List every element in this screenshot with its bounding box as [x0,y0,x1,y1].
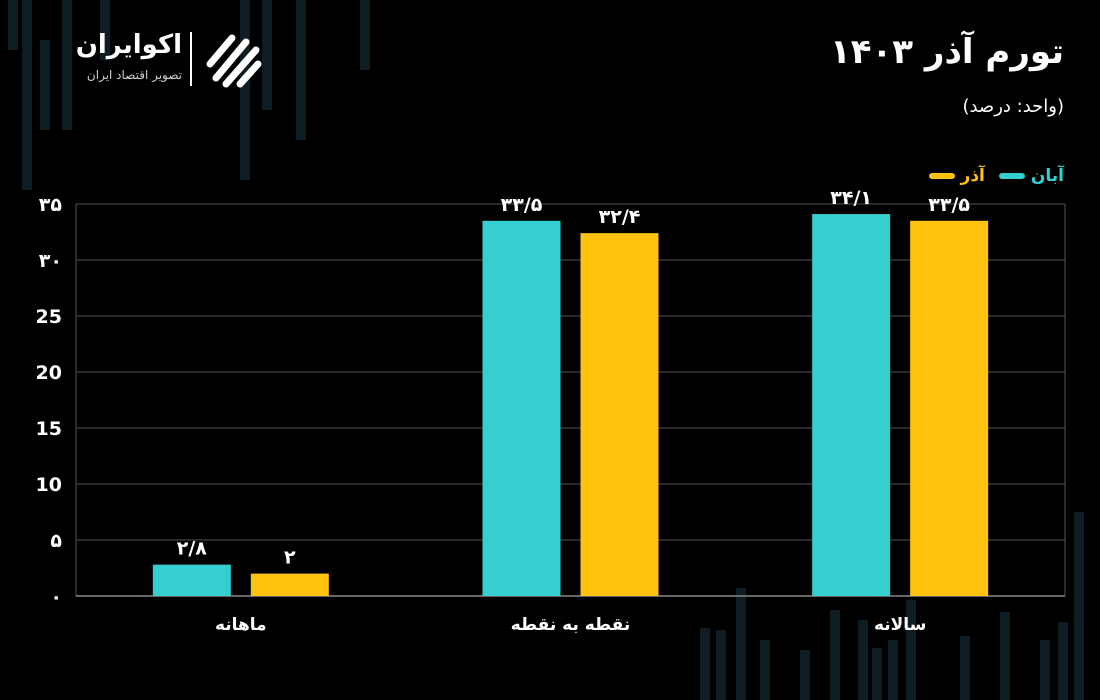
page-title: تورم آذر ۱۴۰۳ [830,32,1064,72]
background-bar [22,0,32,190]
data-label: ۳۲/۴ [599,206,641,228]
legend-label-aban: آبان [1030,166,1064,186]
bar [250,573,329,596]
background-bar [872,648,882,700]
y-tick-label: 20 [36,362,62,384]
background-bar [62,0,72,130]
background-bar [858,620,868,700]
background-bar [360,0,370,70]
y-tick-label: ۰ [50,586,62,608]
legend-item-azar: آذر [928,166,985,186]
data-label: ۳۴/۱ [830,187,872,209]
logo-mark-icon [206,34,262,88]
data-label: ۲/۸ [177,538,208,560]
x-tick-label: ماهانه [215,615,267,635]
background-bar [296,0,306,140]
y-tick-label: ۵ [50,530,62,552]
background-bar [1040,640,1050,700]
legend-swatch-azar [928,173,955,179]
background-bar [736,588,746,700]
legend: آبان آذر [928,166,1064,186]
background-bar [888,640,898,700]
background-bar [906,600,916,700]
page-subtitle: (واحد: درصد) [962,96,1064,117]
y-tick-label: 10 [36,474,62,496]
background-bar [700,628,710,700]
logo: اکوایران تصویر اقتصاد ایران [42,28,282,92]
logo-tagline: تصویر اقتصاد ایران [86,68,182,82]
background-bar [40,40,50,130]
background-bar [760,640,770,700]
background-bar [1058,622,1068,700]
y-tick-label: ۳۵ [39,194,63,216]
bar [580,233,659,596]
y-tick-label: 25 [36,306,62,328]
background-bar [100,0,110,60]
legend-item-aban: آبان [998,166,1064,186]
background-bar [800,650,810,700]
background-bar [1000,612,1010,700]
logo-divider [190,32,192,86]
y-tick-label: 15 [36,418,62,440]
background-bar [240,0,250,180]
x-tick-label: سالانه [874,615,926,635]
background-bar [262,0,272,110]
background-bar [830,610,840,700]
background-bar [716,630,726,700]
x-tick-label: نقطه به نقطه [511,615,631,635]
background-bar [960,636,970,700]
bar [812,214,891,596]
legend-swatch-aban [998,173,1025,179]
bar [152,564,231,596]
bar [482,220,561,597]
background-bar [8,0,18,50]
y-tick-label: ۳۰ [39,250,62,272]
data-label: ۳۳/۵ [928,194,970,216]
bar [910,220,989,597]
data-label: ۳۳/۵ [501,194,543,216]
logo-name: اکوایران [75,30,182,60]
data-label: ۲ [284,547,296,569]
background-bar [1074,512,1084,700]
legend-label-azar: آذر [960,166,985,186]
